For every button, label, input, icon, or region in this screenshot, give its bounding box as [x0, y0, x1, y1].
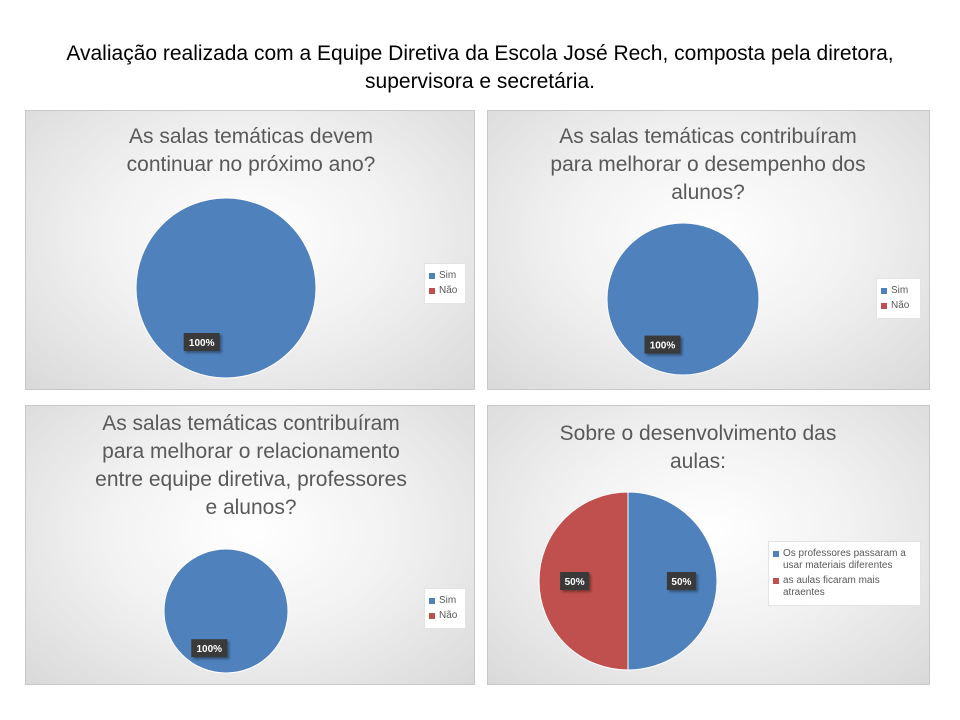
chart-title: Sobre o desenvolvimento das aulas:: [559, 422, 837, 473]
legend-label: as aulas ficaram mais atraentes: [783, 575, 880, 598]
chart-legend: Os professores passaram a usar materiais…: [768, 541, 921, 606]
chart-legend: Sim Não: [424, 263, 466, 304]
legend-label: Sim: [439, 270, 457, 281]
legend-swatch: [773, 578, 779, 584]
legend-swatch: [429, 273, 435, 279]
chart-legend: Sim Não: [876, 278, 921, 319]
legend-swatch: [429, 613, 435, 619]
chart-title: As salas temáticas contribuíram para mel…: [95, 412, 407, 519]
legend-item-1: Não: [429, 610, 461, 622]
chart-panel-salas-continuar: 100% As salas temáticas devem continuar …: [25, 110, 475, 390]
legend-label: Os professores passaram a usar materiais…: [783, 548, 906, 571]
legend-item-0: Os professores passaram a usar materiais…: [773, 548, 916, 572]
chart-panel-relacionamento: 100% As salas temáticas contribuíram par…: [25, 405, 475, 685]
chart-panel-desempenho: 100% As salas temáticas contribuíram par…: [487, 110, 930, 390]
pie-chart-desempenho: 100%: [606, 222, 760, 376]
data-label-0: 100%: [644, 335, 681, 354]
chart-title: As salas temáticas devem continuar no pr…: [126, 125, 376, 176]
svg-text:100%: 100%: [196, 644, 222, 655]
legend-item-0: Sim: [429, 270, 461, 282]
svg-text:50%: 50%: [671, 577, 691, 588]
pie-chart-continuar: 100%: [135, 197, 317, 379]
svg-text:100%: 100%: [650, 341, 676, 352]
legend-item-1: as aulas ficaram mais atraentes: [773, 575, 916, 599]
data-label-0: 100%: [183, 333, 220, 351]
data-label-0: 100%: [191, 639, 228, 658]
chart-panel-desenvolvimento: 50% 50% Sobre o desenvolvimento das aulas…: [487, 405, 930, 685]
chart-legend: Sim Não: [424, 588, 466, 629]
page-title: Avaliação realizada com a Equipe Diretiv…: [66, 42, 894, 93]
legend-swatch: [773, 551, 779, 557]
pie-chart-desenvolvimento: 50% 50%: [538, 491, 718, 671]
legend-item-1: Não: [429, 285, 461, 297]
pie-chart-relacionamento: 100%: [163, 548, 289, 674]
svg-text:50%: 50%: [565, 577, 585, 588]
legend-swatch: [881, 303, 887, 309]
legend-swatch: [429, 288, 435, 294]
legend-label: Não: [891, 300, 910, 311]
legend-label: Não: [439, 610, 458, 621]
data-label-1: 50%: [560, 572, 590, 590]
legend-item-1: Não: [881, 300, 916, 312]
legend-swatch: [881, 288, 887, 294]
legend-label: Sim: [891, 285, 909, 296]
svg-text:100%: 100%: [189, 338, 215, 349]
legend-item-0: Sim: [881, 285, 916, 297]
legend-label: Não: [439, 285, 458, 296]
pie-slice-0: [606, 222, 760, 376]
data-label-0: 50%: [666, 572, 696, 590]
chart-title: As salas temáticas contribuíram para mel…: [550, 125, 866, 204]
legend-swatch: [429, 598, 435, 604]
legend-item-0: Sim: [429, 595, 461, 607]
legend-label: Sim: [439, 595, 457, 606]
pie-slice-0: [135, 197, 317, 379]
